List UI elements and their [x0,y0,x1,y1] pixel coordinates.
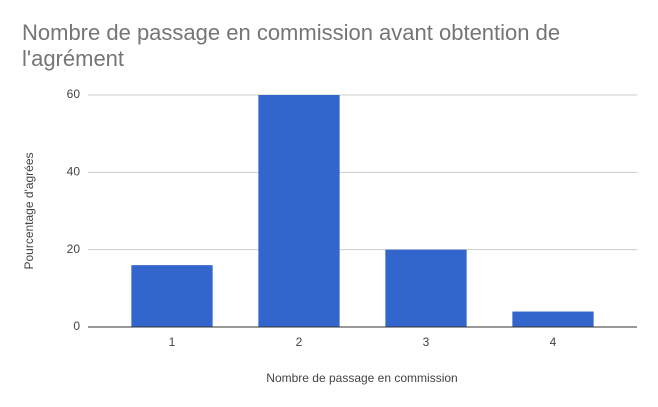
x-axis-label: Nombre de passage en commission [266,371,457,385]
y-tick-label: 20 [67,242,81,256]
bar [385,249,467,327]
y-tick-label: 60 [67,87,81,101]
bar [131,265,213,327]
bar [512,311,594,327]
x-tick-label: 1 [169,335,176,349]
x-tick-label: 2 [296,335,303,349]
x-tick-label: 3 [423,335,430,349]
chart-title: Nombre de passage en commission avant ob… [22,20,561,71]
y-tick-label: 40 [67,165,81,179]
bar [258,95,340,327]
y-tick-label: 0 [73,319,80,333]
x-tick-label: 4 [550,335,557,349]
y-axis-label: Pourcentage d'agrées [22,152,36,269]
